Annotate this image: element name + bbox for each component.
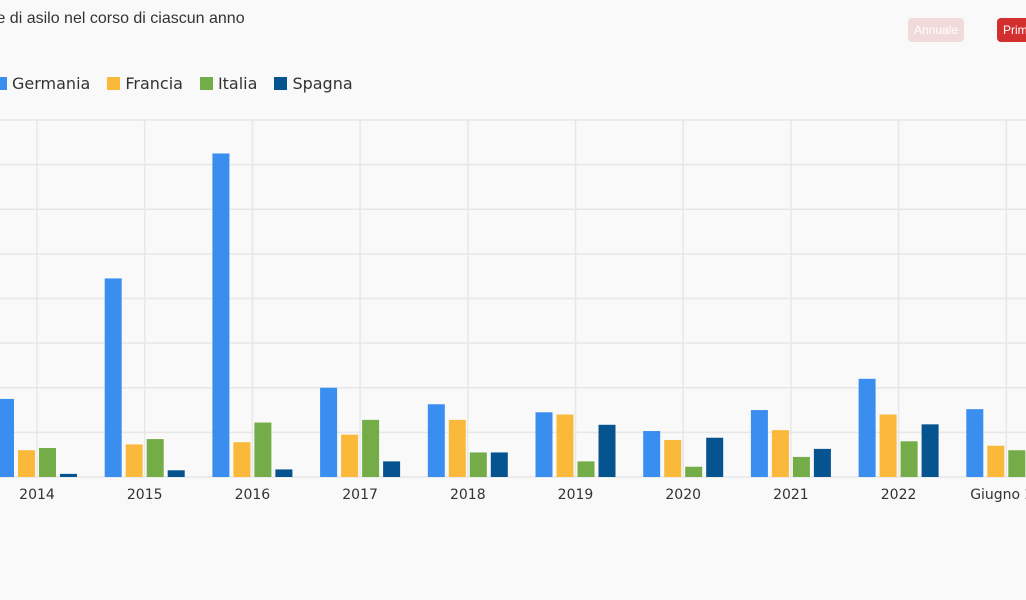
bar-italia-2016[interactable]	[254, 422, 272, 477]
bar-italia-2018[interactable]	[469, 452, 487, 477]
bar-germania-2019[interactable]	[535, 412, 553, 477]
x-tick-label: 2022	[881, 487, 917, 503]
bar-spagna-2014[interactable]	[60, 473, 77, 477]
bar-italia-2019[interactable]	[577, 461, 595, 477]
bar-germania-2021[interactable]	[750, 410, 768, 477]
legend-swatch-francia	[107, 77, 121, 90]
x-tick-label: 2019	[558, 487, 594, 503]
bar-spagna-2021[interactable]	[813, 448, 831, 477]
legend-swatch-italia	[199, 77, 213, 90]
x-tick-label: 2014	[19, 487, 55, 503]
bar-italia-2015[interactable]	[146, 439, 164, 477]
bar-francia-2019[interactable]	[556, 414, 574, 477]
bar-germania-giugno-20[interactable]	[966, 409, 984, 477]
bar-francia-2016[interactable]	[233, 442, 251, 477]
legend-swatch-spagna	[274, 77, 288, 90]
primo-button[interactable]: Prim	[997, 18, 1026, 42]
bar-germania-2017[interactable]	[320, 387, 338, 477]
bar-francia-2018[interactable]	[448, 419, 466, 477]
x-tick-label: 2016	[235, 487, 271, 503]
x-tick-label: 2015	[127, 487, 163, 503]
legend-item-italia[interactable]: Italia	[199, 74, 258, 93]
bar-italia-2020[interactable]	[685, 466, 703, 477]
bar-spagna-2017[interactable]	[383, 461, 401, 477]
bar-spagna-2020[interactable]	[706, 437, 724, 477]
bar-italia-2017[interactable]	[362, 419, 380, 477]
bar-spagna-2019[interactable]	[598, 424, 616, 477]
bar-italia-2014[interactable]	[39, 447, 56, 477]
legend-label-francia: Francia	[125, 74, 183, 93]
bar-francia-giugno-20[interactable]	[987, 445, 1005, 477]
bar-francia-2022[interactable]	[879, 414, 897, 477]
legend-swatch-germania	[0, 77, 7, 90]
legend-item-germania[interactable]: Germania	[0, 74, 90, 93]
x-tick-label: Giugno 20	[970, 487, 1026, 503]
x-tick-label: 2020	[665, 487, 701, 503]
bar-spagna-2022[interactable]	[921, 424, 939, 477]
legend-label-italia: Italia	[217, 74, 258, 93]
bar-francia-2017[interactable]	[341, 434, 359, 477]
annual-button[interactable]: Annuale	[908, 18, 964, 42]
bar-germania-2020[interactable]	[643, 431, 661, 477]
bar-italia-2021[interactable]	[792, 456, 810, 477]
bar-francia-2020[interactable]	[664, 439, 682, 477]
chart-subtitle: te di asilo nel corso di ciascun anno	[0, 10, 245, 27]
bar-germania-2016[interactable]	[212, 153, 230, 477]
bar-germania-2018[interactable]	[427, 404, 445, 477]
bar-francia-2015[interactable]	[125, 444, 143, 477]
bar-francia-2021[interactable]	[771, 430, 789, 477]
bar-francia-2014[interactable]	[18, 450, 35, 477]
legend-item-francia[interactable]: Francia	[107, 74, 183, 93]
bar-spagna-2016[interactable]	[275, 469, 293, 477]
x-tick-label: 2017	[342, 487, 378, 503]
bar-spagna-2015[interactable]	[167, 470, 185, 477]
x-tick-label: 2018	[450, 487, 486, 503]
legend-label-spagna: Spagna	[292, 74, 353, 93]
bar-germania-2015[interactable]	[104, 278, 122, 477]
x-tick-label: 2021	[773, 487, 809, 503]
bar-italia-giugno-20[interactable]	[1008, 450, 1026, 477]
bar-germania-2014[interactable]	[0, 398, 14, 477]
bar-spagna-2018[interactable]	[490, 452, 508, 477]
bar-italia-2022[interactable]	[900, 441, 918, 477]
chart-legend: Germania Francia Italia Spagna	[0, 74, 370, 93]
legend-item-spagna[interactable]: Spagna	[274, 74, 353, 93]
legend-label-germania: Germania	[12, 74, 91, 93]
bar-germania-2022[interactable]	[858, 378, 876, 477]
